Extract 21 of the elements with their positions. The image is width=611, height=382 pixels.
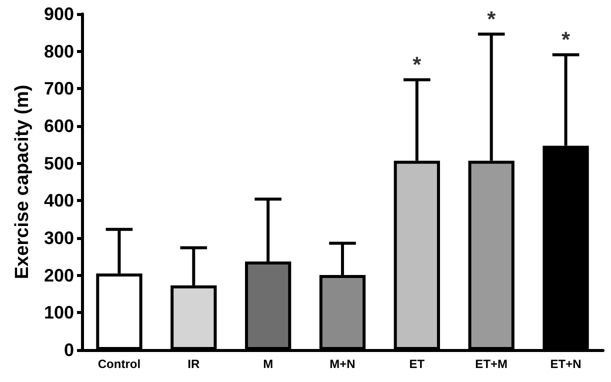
x-tick-label: ET xyxy=(409,357,426,371)
annotation: * xyxy=(562,27,571,52)
y-tick-label: 900 xyxy=(44,4,74,24)
y-tick-label: 100 xyxy=(44,302,74,323)
x-tick-label: M+N xyxy=(330,357,356,371)
y-tick-label: 300 xyxy=(44,228,74,248)
y-tick-label: 700 xyxy=(44,78,74,99)
y-axis-title: Exercise capacity (m) xyxy=(12,84,33,280)
y-tick-label: 800 xyxy=(44,41,74,62)
x-tick-label: ET+M xyxy=(475,357,508,371)
y-tick-label: 0 xyxy=(64,340,74,360)
y-tick-label: 600 xyxy=(44,116,74,136)
y-tick-label: 500 xyxy=(44,153,74,174)
x-tick-label: M xyxy=(263,357,274,371)
annotation: * xyxy=(487,6,496,32)
y-tick-label: 400 xyxy=(44,190,74,211)
x-tick-label: Control xyxy=(98,357,141,371)
annotation: * xyxy=(412,52,422,78)
y-tick-label: 200 xyxy=(44,265,74,286)
x-tick-label: IR xyxy=(188,357,200,371)
x-tick-label: ET+N xyxy=(550,357,582,371)
